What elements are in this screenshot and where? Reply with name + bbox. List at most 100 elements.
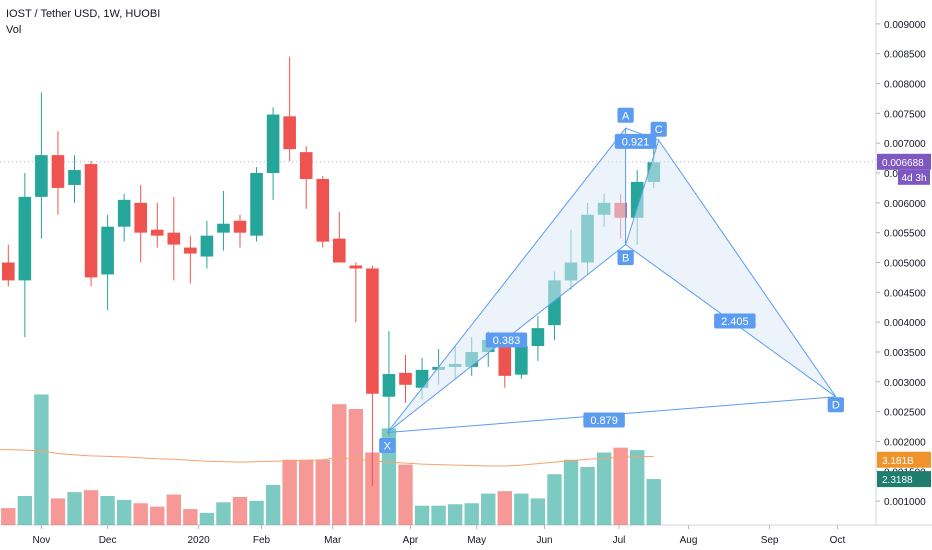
candle-body	[200, 235, 214, 257]
pattern-point-label-bg	[617, 107, 634, 123]
candle-body	[134, 202, 147, 233]
volume-bar	[50, 498, 66, 525]
candle-body	[366, 268, 379, 394]
candle-body	[415, 369, 429, 388]
pattern-point-label-bg	[650, 121, 667, 137]
pattern-point-label-bg	[617, 250, 634, 266]
price-tick-label: 0.008500	[884, 50, 926, 61]
pattern-ratio-label-bg	[485, 332, 528, 348]
price-tick-label: 0.005500	[884, 229, 926, 240]
pattern-bcd-triangle	[625, 139, 837, 398]
candle-body	[35, 155, 48, 197]
volume-bar	[299, 459, 314, 525]
volume-bar	[447, 504, 463, 525]
candle-body	[51, 155, 65, 188]
price-tick-label: 0.001000	[884, 497, 926, 508]
candle-body	[266, 114, 280, 174]
volume-bar	[514, 493, 529, 525]
volume-badge: 2.3188	[882, 475, 913, 486]
volume-bar	[282, 459, 297, 525]
volume-bar	[398, 464, 413, 525]
candle-body	[184, 247, 197, 254]
candle-body	[283, 116, 296, 150]
pattern-point-label-bg	[379, 438, 396, 454]
volume-bar	[265, 484, 281, 525]
time-tick-label: Feb	[253, 535, 271, 546]
time-tick-label: 2020	[188, 535, 211, 546]
volume-label: Vol	[6, 24, 22, 36]
volume-bar	[232, 496, 248, 525]
volume-bar	[348, 409, 364, 525]
candle-body	[316, 178, 330, 242]
countdown-badge: 4d 3h	[901, 173, 926, 184]
volume-bar	[630, 450, 645, 525]
pattern-point-label: C	[655, 124, 663, 136]
volume-bar	[530, 498, 546, 525]
price-tick-label: 0.007000	[884, 139, 926, 150]
volume-badge-bg	[877, 471, 931, 488]
candle-body	[117, 199, 131, 227]
pattern-point-label: D	[832, 400, 840, 412]
volume-bar	[83, 490, 99, 525]
chart-legend: IOST / Tether USD, 1W, HUOBI Vol	[6, 6, 160, 38]
candle-body	[399, 372, 412, 385]
candle-body	[515, 346, 528, 375]
candle-body	[250, 173, 263, 236]
time-tick-label: Sep	[761, 535, 779, 546]
volume-bar	[150, 506, 165, 525]
candle-body	[150, 229, 164, 236]
time-tick-label: May	[467, 535, 486, 546]
price-tick-label: 0.004500	[884, 288, 926, 299]
volume-bar	[216, 502, 231, 525]
volume-bar	[481, 493, 496, 525]
volume-bar	[431, 505, 446, 525]
price-tick-label: 0.006000	[884, 199, 926, 210]
volume-bar	[596, 452, 612, 525]
pattern-point-label-bg	[827, 397, 844, 413]
symbol-title: IOST / Tether USD, 1W, HUOBI	[6, 8, 161, 20]
volume-bar	[34, 394, 49, 525]
candle-body	[2, 262, 15, 281]
price-tick-label: 0.007500	[884, 109, 926, 120]
pattern-ratio-label: 0.921	[622, 136, 650, 148]
volume-bar	[332, 404, 347, 525]
volume-bar	[563, 459, 579, 525]
candle-body	[349, 265, 363, 269]
price-tick-label: 0.009000	[884, 20, 926, 31]
volume-bar	[365, 452, 380, 525]
price-tick-label: 0.008000	[884, 80, 926, 91]
time-tick-label: Oct	[830, 535, 846, 546]
volume-bar	[580, 467, 595, 525]
pattern-point-label: B	[622, 253, 629, 265]
pattern-ratio-label: 2.405	[721, 316, 749, 328]
time-tick-label: Jun	[536, 535, 552, 546]
volume-badge-bg	[877, 451, 931, 468]
time-tick-label: Jul	[613, 535, 626, 546]
price-tick-label: 0.002000	[884, 437, 926, 448]
volume-ma-line	[0, 449, 654, 467]
last-price-badge: 0.006688	[882, 158, 924, 169]
pattern-xab-triangle	[386, 126, 627, 433]
last-price-badge-bg	[877, 153, 931, 170]
candle-body	[18, 196, 32, 281]
volume-bar	[100, 496, 115, 525]
time-tick-label: Dec	[99, 535, 117, 546]
price-tick-label: 0.004000	[884, 318, 926, 329]
volume-bar	[183, 509, 198, 525]
volume-bar	[1, 508, 16, 525]
pattern-point-label: A	[622, 110, 630, 122]
volume-bar	[199, 512, 215, 525]
candle-body	[498, 340, 512, 376]
candle-body	[531, 328, 545, 347]
candle-body	[84, 164, 98, 278]
candle-body	[167, 232, 181, 245]
volume-bar	[67, 492, 82, 525]
candle-body	[382, 374, 396, 397]
volume-bar	[613, 447, 628, 525]
time-tick-label: Nov	[33, 535, 51, 546]
pattern-ratio-label-bg	[583, 412, 625, 428]
pattern-ratio-label: 0.879	[590, 415, 618, 427]
time-tick-label: Apr	[403, 535, 419, 546]
volume-bar	[17, 496, 33, 525]
